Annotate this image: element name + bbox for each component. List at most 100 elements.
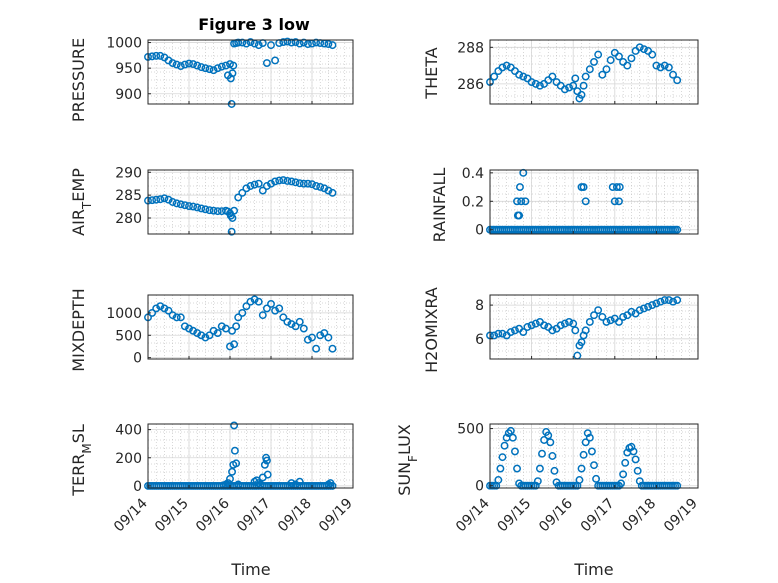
data-point: [521, 197, 530, 206]
data-point: [213, 207, 222, 216]
data-point: [581, 438, 590, 447]
x-tick-label: 09/19: [661, 496, 701, 536]
y-tick-label: 290: [115, 165, 142, 181]
data-point: [664, 296, 673, 305]
data-point: [172, 199, 181, 208]
y-tick-label: 280: [115, 211, 142, 227]
data-point: [577, 338, 586, 347]
axes-box: [489, 423, 699, 489]
data-point: [565, 317, 573, 326]
data-point: [262, 182, 271, 190]
data-points: [144, 295, 337, 353]
data-point: [606, 316, 615, 325]
data-point: [513, 464, 521, 473]
data-point: [513, 197, 521, 206]
data-point: [209, 206, 218, 215]
data-point: [575, 476, 584, 484]
data-point: [156, 195, 165, 204]
data-point: [287, 177, 296, 186]
data-point: [267, 41, 275, 50]
data-point: [598, 312, 607, 321]
x-axis-label-left: Time: [230, 560, 270, 579]
y-tick-label: 0: [475, 223, 484, 239]
data-point: [673, 76, 682, 85]
data-point: [228, 69, 237, 78]
data-point: [652, 299, 661, 308]
axes-box: [147, 169, 354, 235]
subplot-rainfall: 0 0.2 0.4 RAINFALL: [430, 166, 699, 243]
data-point: [234, 313, 243, 322]
data-point: [506, 426, 515, 435]
data-point: [500, 441, 509, 450]
data-point: [201, 64, 210, 73]
data-point: [635, 43, 644, 52]
data-point: [164, 195, 173, 204]
data-point: [606, 56, 615, 65]
data-point: [328, 188, 337, 197]
data-point: [148, 196, 157, 205]
data-point: [592, 474, 601, 483]
x-tick-label: 09/17: [234, 496, 274, 536]
data-point: [299, 179, 308, 188]
data-point: [185, 324, 193, 333]
data-points: [144, 176, 337, 236]
data-point: [291, 178, 300, 187]
data-point: [234, 38, 243, 47]
data-point: [287, 38, 296, 47]
data-point: [234, 193, 243, 202]
data-point: [152, 51, 161, 60]
x-tick-label: 09/14: [453, 495, 493, 535]
data-point: [627, 307, 636, 316]
data-point: [515, 70, 524, 79]
data-point: [254, 297, 263, 306]
data-point: [569, 319, 578, 328]
data-point: [295, 317, 304, 326]
x-tick-label: 09/15: [152, 496, 192, 536]
data-point: [498, 329, 507, 338]
data-point: [496, 464, 505, 473]
data-point: [490, 72, 499, 81]
y-tick-label: 286: [457, 77, 484, 93]
data-point: [271, 177, 280, 186]
data-point: [324, 186, 333, 195]
y-tick-label: 288: [457, 40, 484, 56]
data-point: [615, 317, 623, 326]
y-tick-label: 400: [115, 423, 142, 439]
data-point: [615, 183, 624, 192]
data-point: [511, 326, 519, 335]
data-point: [579, 183, 588, 192]
data-point: [275, 176, 284, 185]
y-tick-label: 0: [475, 479, 484, 495]
y-axis-label: RAINFALL: [430, 168, 449, 243]
data-point: [548, 452, 557, 460]
data-point: [156, 302, 165, 311]
data-point: [228, 326, 237, 335]
data-point: [673, 481, 682, 490]
data-point: [189, 326, 198, 335]
data-point: [312, 38, 321, 47]
data-point: [326, 479, 335, 488]
data-point: [229, 61, 238, 70]
data-point: [669, 297, 677, 306]
data-point: [267, 179, 275, 188]
data-point: [232, 322, 241, 331]
data-point: [201, 205, 210, 214]
data-point: [291, 322, 300, 331]
data-point: [565, 83, 573, 92]
data-point: [548, 72, 557, 81]
data-point: [271, 56, 280, 65]
data-point: [627, 54, 636, 63]
data-point: [312, 344, 321, 353]
data-point: [590, 311, 598, 320]
data-point: [515, 211, 524, 220]
data-points: [486, 43, 682, 103]
data-point: [168, 198, 177, 206]
y-tick-label: 1000: [106, 306, 142, 322]
data-point: [308, 333, 316, 342]
plot-area: [490, 40, 698, 104]
data-point: [303, 335, 312, 344]
data-point: [627, 442, 636, 451]
data-point: [308, 180, 316, 189]
data-point: [506, 328, 515, 337]
data-point: [279, 313, 288, 322]
